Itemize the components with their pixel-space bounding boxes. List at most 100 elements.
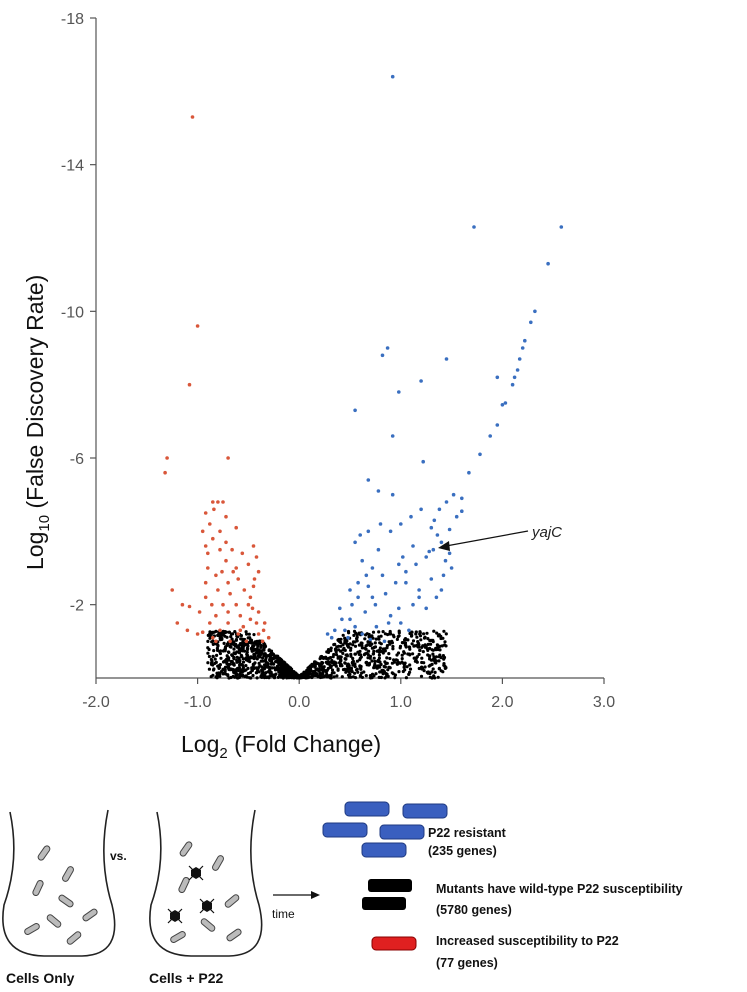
resistant-point — [559, 225, 564, 229]
wild-type-point — [216, 643, 220, 648]
cell-icon — [178, 876, 190, 894]
susceptible-point — [251, 584, 256, 589]
susceptible-point — [226, 621, 230, 625]
wild-type-point — [341, 651, 345, 656]
wild-type-point — [314, 673, 318, 678]
wild-type-point — [210, 640, 214, 644]
x-tick-label: 2.0 — [491, 694, 513, 711]
wild-type-point — [347, 675, 351, 679]
wild-type-point — [410, 630, 414, 634]
wild-type-point — [402, 651, 406, 655]
x-tick-label: -1.0 — [184, 694, 212, 711]
resistant-point — [360, 558, 365, 563]
susceptible-point — [261, 628, 266, 633]
wild-type-point — [227, 658, 231, 662]
tick-marks — [90, 17, 605, 684]
wild-type-point — [250, 648, 254, 652]
wild-type-point — [407, 652, 411, 656]
susceptible-point — [195, 324, 200, 328]
wild-type-point — [209, 657, 213, 662]
resistant-point — [353, 624, 357, 629]
resistant-point — [411, 602, 415, 607]
resistant-point — [390, 74, 395, 79]
wild-type-point — [233, 630, 237, 634]
wild-type-point — [387, 652, 391, 656]
wild-type-point — [225, 635, 229, 639]
wild-type-point — [209, 675, 213, 679]
susceptible-point — [234, 525, 238, 530]
wild-type-point — [244, 657, 248, 661]
wild-type-point — [327, 661, 331, 665]
wild-type-point — [437, 655, 441, 659]
wild-type-point — [265, 665, 269, 669]
wild-type-point — [439, 636, 443, 641]
susceptible-point — [250, 606, 255, 611]
wild-type-point — [355, 633, 359, 637]
wild-type-point — [341, 643, 345, 647]
wild-type-point — [254, 671, 258, 675]
wild-type-point — [313, 660, 317, 664]
susceptible-point — [238, 628, 243, 633]
wild-type-point — [414, 632, 418, 636]
wild-type-point — [437, 667, 441, 671]
y-tick-label: -6 — [70, 451, 84, 468]
wild-type-point — [238, 663, 242, 667]
wild-type-point — [212, 649, 216, 653]
wild-type-point — [381, 647, 385, 651]
resistant-point — [370, 595, 375, 600]
resistant-point — [417, 595, 421, 600]
wild-type-point — [256, 666, 260, 671]
wild-type-point — [358, 664, 362, 668]
susceptible-point — [224, 540, 228, 545]
wild-type-point — [394, 658, 398, 662]
wild-type-point — [310, 675, 314, 680]
legend-blue-block — [361, 842, 407, 858]
wild-type-point — [429, 658, 434, 662]
resistant-point — [495, 423, 500, 427]
wild-type-point — [444, 632, 448, 636]
susceptible-point — [195, 632, 200, 636]
wild-type-point — [207, 667, 211, 671]
wild-type-point — [351, 643, 355, 647]
wild-type-point — [349, 648, 353, 652]
resistant-point — [427, 549, 432, 554]
susceptible-point — [203, 595, 208, 600]
cell-icon — [179, 841, 193, 857]
wild-type-point — [379, 662, 383, 667]
resistant-point — [399, 621, 403, 625]
wild-type-point — [356, 650, 360, 654]
wild-type-point — [247, 632, 251, 636]
wild-type-point — [393, 673, 397, 677]
wild-type-point — [348, 672, 352, 677]
cell-icon — [32, 879, 44, 897]
wild-type-point — [260, 668, 264, 672]
legend-blue-block — [379, 824, 425, 840]
wild-type-point — [257, 661, 261, 666]
resistant-point — [407, 628, 411, 633]
legend-blue-block — [402, 803, 448, 819]
wild-type-point — [227, 668, 231, 672]
wild-type-point — [372, 649, 376, 653]
flask2-label: Cells + P22 — [149, 970, 224, 986]
wild-type-point — [262, 676, 267, 680]
wild-type-point — [237, 646, 241, 650]
wild-type-point — [350, 670, 354, 674]
x-axis-title: Log2 (Fold Change) — [181, 731, 381, 762]
wild-type-point — [333, 642, 337, 647]
wild-type-point — [231, 662, 235, 666]
wild-type-point — [251, 673, 255, 678]
susceptible-point — [187, 604, 192, 609]
wild-type-point — [374, 637, 378, 641]
wild-type-point — [345, 654, 349, 658]
resistant-point — [546, 261, 550, 266]
wild-type-point — [364, 644, 368, 648]
wild-type-point — [258, 653, 262, 657]
resistant-point — [437, 507, 442, 512]
wild-type-point — [353, 644, 358, 648]
wild-type-point — [362, 653, 366, 657]
wild-type-point — [341, 633, 345, 637]
wild-type-point — [210, 661, 214, 665]
wild-type-point — [278, 657, 282, 661]
wild-type-point — [413, 644, 417, 648]
wild-type-point — [306, 673, 310, 678]
